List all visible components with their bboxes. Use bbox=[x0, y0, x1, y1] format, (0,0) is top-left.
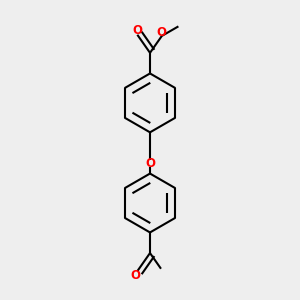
Text: O: O bbox=[145, 157, 155, 170]
Text: O: O bbox=[131, 269, 141, 282]
Text: O: O bbox=[132, 24, 142, 37]
Text: O: O bbox=[157, 26, 167, 39]
